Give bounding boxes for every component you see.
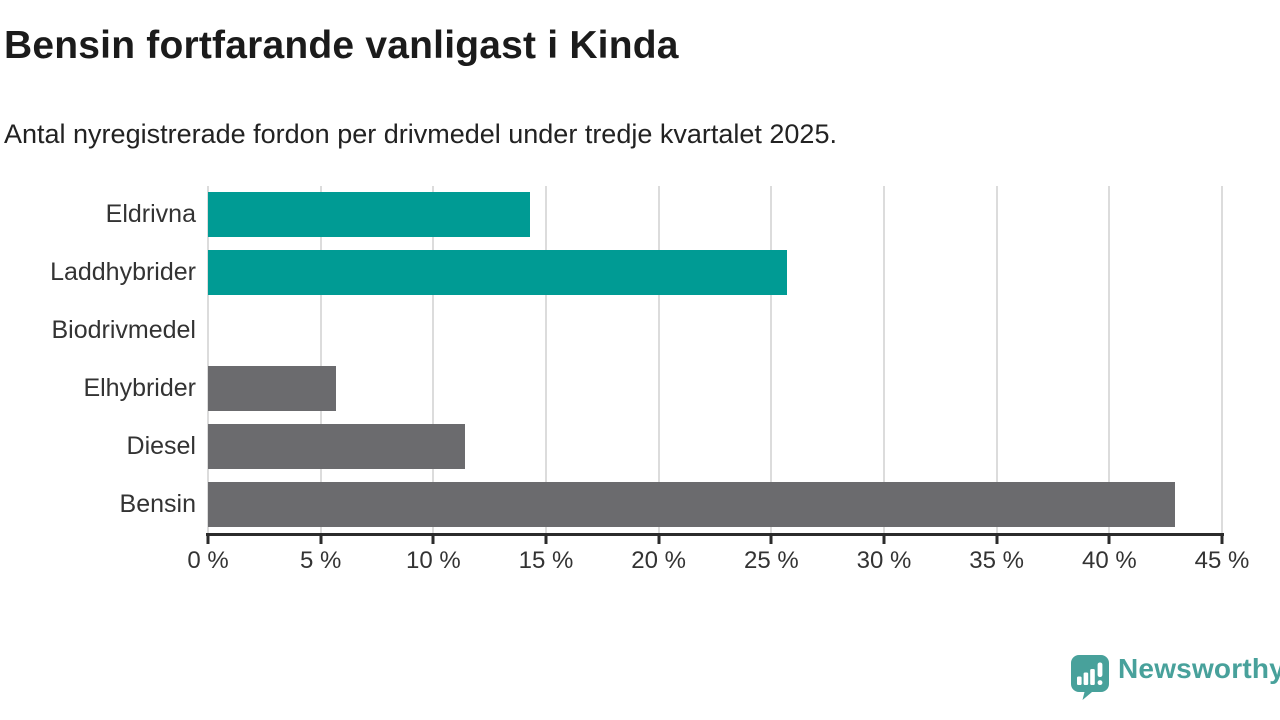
axis-tick-label: 15 % <box>518 547 574 574</box>
axis-tick <box>769 533 773 544</box>
category-label-bensin: Bensin <box>119 489 196 518</box>
category-label-biodrivmedel: Biodrivmedel <box>51 316 196 345</box>
gridline <box>657 186 660 533</box>
axis-tick-label: 5 % <box>299 547 342 574</box>
axis-tick <box>657 533 661 544</box>
newsworthy-icon <box>1071 655 1109 700</box>
bar-bensin <box>208 481 1175 527</box>
bar-diesel <box>208 423 465 469</box>
bar-elhybrider <box>208 365 337 411</box>
category-label-diesel: Diesel <box>126 431 196 460</box>
chart-title: Bensin fortfarande vanligast i Kinda <box>4 24 679 67</box>
gridline <box>545 186 547 533</box>
axis-tick <box>882 533 886 544</box>
gridline <box>207 186 209 533</box>
axis-tick <box>1107 533 1111 544</box>
axis-tick-label: 35 % <box>969 547 1024 574</box>
bar-eldrivna <box>208 192 531 238</box>
axis-tick <box>431 533 435 544</box>
newsworthy-logo: Newsworthy <box>1070 654 1280 700</box>
chart-subtitle: Antal nyregistrerade fordon per drivmede… <box>4 119 837 149</box>
axis-tick-label: 40 % <box>1081 547 1137 574</box>
axis-tick-label: 20 % <box>631 547 686 574</box>
gridline <box>319 186 322 533</box>
category-label-elhybrider: Elhybrider <box>83 373 196 402</box>
category-label-laddhybrider: Laddhybrider <box>50 258 196 287</box>
gridline <box>432 186 435 533</box>
gridline <box>770 186 773 533</box>
gridline <box>883 186 885 533</box>
gridline <box>995 186 998 533</box>
gridline <box>1108 186 1111 533</box>
axis-tick-label: 45 % <box>1194 547 1250 574</box>
newsworthy-wordmark: Newsworthy <box>1118 653 1280 684</box>
category-label-eldrivna: Eldrivna <box>105 200 196 229</box>
axis-tick <box>544 533 548 544</box>
x-axis-line <box>206 533 1224 536</box>
axis-tick <box>995 533 999 544</box>
category-axis-labels: Eldrivna Laddhybrider Biodrivmedel Elhybrid… <box>0 186 196 533</box>
axis-tick-label: 0 % <box>187 547 229 574</box>
axis-tick-label: 25 % <box>743 547 799 574</box>
gridline <box>1221 186 1223 533</box>
plot-area <box>207 186 1223 533</box>
axis-tick <box>1220 533 1224 544</box>
axis-tick-label: 30 % <box>856 547 912 574</box>
axis-tick-label: 10 % <box>405 547 461 574</box>
axis-tick <box>319 533 323 544</box>
bar-laddhybrider <box>208 250 788 296</box>
axis-tick <box>206 533 210 544</box>
